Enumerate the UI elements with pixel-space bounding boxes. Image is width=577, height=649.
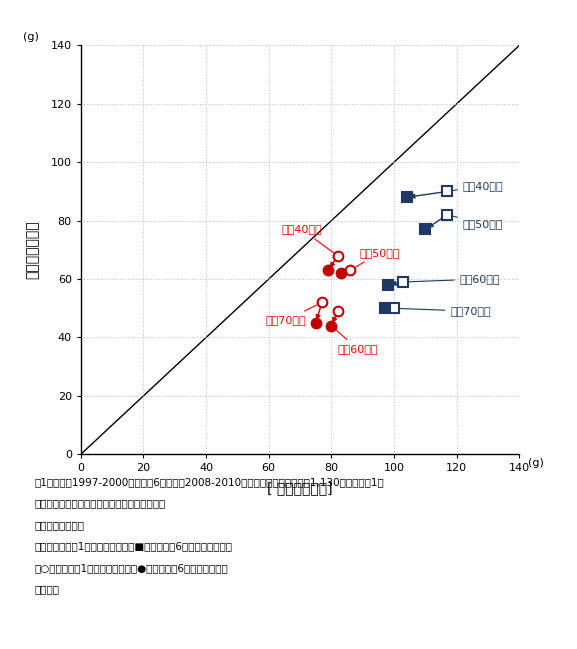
Text: 図中のプロットは: 図中のプロットは	[35, 520, 85, 530]
Text: 女性70歳代: 女性70歳代	[265, 304, 320, 325]
Text: 口は男性の第1次調査の平均値、■は男性の第6次調査の平均値、: 口は男性の第1次調査の平均値、■は男性の第6次調査の平均値、	[35, 541, 233, 551]
Text: を示す。: を示す。	[35, 584, 59, 594]
Text: 男性60歳代: 男性60歳代	[406, 274, 500, 284]
Text: 第1次調査（1997-2000年）と第6次調査（2008-2010年）の両調査に参加した1,130人における1日: 第1次調査（1997-2000年）と第6次調査（2008-2010年）の両調査に…	[35, 477, 384, 487]
Text: (g): (g)	[528, 458, 544, 467]
Text: あたりの魚介類と肉類摂取量の推移を示した。: あたりの魚介類と肉類摂取量の推移を示した。	[35, 498, 166, 508]
Text: 男性50歳代: 男性50歳代	[450, 215, 503, 228]
Text: 女性50歳代: 女性50歳代	[353, 248, 400, 269]
Text: 男性70歳代: 男性70歳代	[397, 306, 491, 316]
X-axis label: [ 魚介類摂取量]: [ 魚介類摂取量]	[267, 482, 333, 496]
Y-axis label: 【肉類摂取量】: 【肉類摂取量】	[25, 221, 39, 279]
Text: ○は女性の第1次調査の平均値、●は女性の第6次調査の平均値: ○は女性の第1次調査の平均値、●は女性の第6次調査の平均値	[35, 563, 228, 572]
Text: 男性40歳代: 男性40歳代	[450, 180, 504, 191]
Text: 女性60歳代: 女性60歳代	[334, 328, 378, 354]
Text: 女性40歳代: 女性40歳代	[281, 225, 335, 254]
Text: (g): (g)	[23, 32, 39, 42]
